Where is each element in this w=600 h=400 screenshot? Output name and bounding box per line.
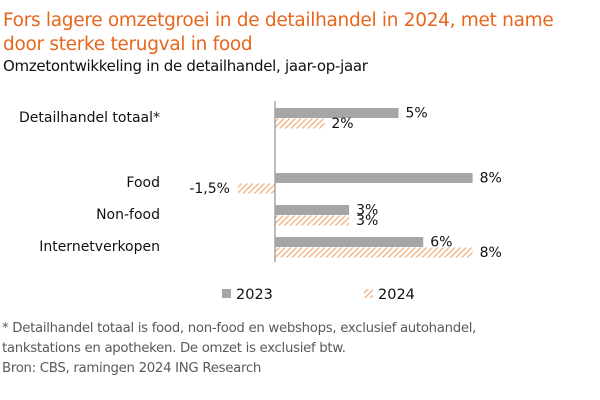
data-label-2024-internetverkopen: 8%: [480, 245, 502, 261]
category-label-detailhandel-totaal: Detailhandel totaal*: [19, 110, 160, 126]
footnote: * Detailhandel totaal is food, non-food …: [2, 319, 476, 379]
data-label-2023-non-food: 3%: [356, 203, 378, 219]
bar-2024-non-food: [275, 215, 350, 226]
category-label-internetverkopen: Internetverkopen: [39, 239, 160, 255]
legend-swatch-2024: [364, 289, 373, 298]
legend: 2023 2024: [222, 287, 415, 303]
data-label-2024-detailhandel-totaal: 2%: [331, 116, 353, 132]
legend-label-2023: 2023: [236, 287, 273, 303]
data-label-2023-internetverkopen: 6%: [430, 235, 452, 251]
category-label-non-food: Non-food: [96, 207, 160, 223]
chart-title: Fors lagere omzetgroei in de detailhande…: [3, 10, 554, 55]
footnote-line-1: * Detailhandel totaal is food, non-food …: [2, 321, 477, 336]
bar-2023-non-food: [275, 205, 350, 215]
category-label-food: Food: [126, 175, 160, 191]
chart-subtitle: Omzetontwikkeling in de detailhandel, ja…: [3, 57, 368, 75]
data-label-2023-food: 8%: [480, 171, 502, 187]
data-label-2024-non-food: 3%: [356, 213, 378, 229]
bar-2024-internetverkopen: [275, 247, 473, 258]
source-note: Bron: CBS, ramingen 2024 ING Research: [2, 361, 261, 376]
footnote-line-2: tankstations en apotheken. De omzet is e…: [2, 341, 346, 356]
bar-2023-food: [275, 173, 473, 183]
bar-2024-detailhandel-totaal: [275, 118, 325, 129]
data-label-2024-food: -1,5%: [189, 181, 230, 197]
bar-2024-food: [237, 183, 275, 194]
legend-label-2024: 2024: [378, 287, 415, 303]
bar-2023-detailhandel-totaal: [275, 108, 399, 118]
legend-swatch-2023: [222, 289, 231, 298]
bar-2023-internetverkopen: [275, 237, 424, 247]
data-label-2023-detailhandel-totaal: 5%: [406, 106, 428, 122]
